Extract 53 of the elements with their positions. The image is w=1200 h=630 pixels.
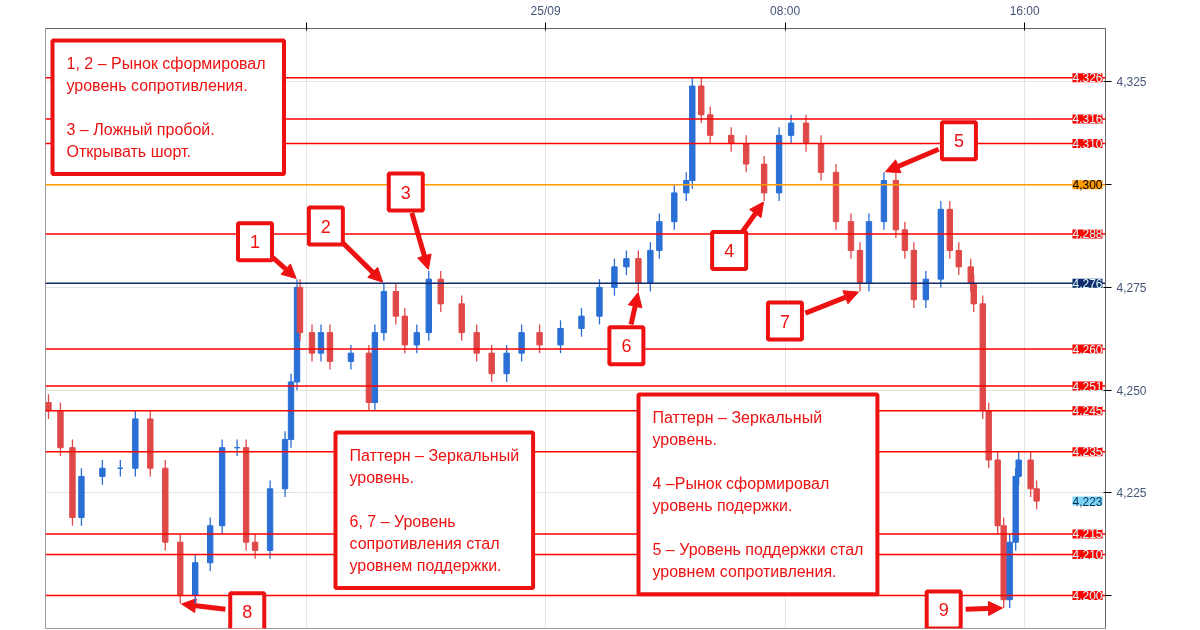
y-tick-label: 4,325 xyxy=(1116,75,1147,90)
ref-line-label: 4,316 xyxy=(1072,112,1103,127)
ref-line-label: 4,245 xyxy=(1072,404,1103,419)
ref-line-label: 4,310 xyxy=(1072,137,1103,152)
ref-line-label: 4,251 xyxy=(1072,379,1103,394)
candlestick xyxy=(557,319,564,354)
x-tick-label: 25/09 xyxy=(530,3,561,18)
ref-line-label: 4,288 xyxy=(1072,227,1103,242)
candlestick xyxy=(413,323,420,354)
ref-line-label: 4,215 xyxy=(1072,527,1103,542)
candlestick xyxy=(251,533,259,560)
candlestick xyxy=(787,114,795,145)
x-tick-label: 16:00 xyxy=(1009,3,1040,18)
y-tick-label: 4,225 xyxy=(1116,486,1147,501)
candlestick xyxy=(347,344,355,371)
ref-line-label: 4,235 xyxy=(1072,445,1103,460)
annotation: 1 xyxy=(250,232,261,253)
candlestick xyxy=(473,323,480,363)
annotation: 7 xyxy=(779,311,790,332)
candlestick xyxy=(623,249,630,276)
annotation: 9 xyxy=(938,600,949,621)
ref-line-label: 4,210 xyxy=(1072,548,1103,563)
text: 1, 2 – Рынок сформировал уровень сопротивления. 3 – Ложный пробой. Открывать шорт. xyxy=(66,54,266,160)
text: Паттерн – Зеркальный уровень. 6, 7 – Уровень сопротивления стал уровнем поддержки. xyxy=(349,446,520,574)
candlestick xyxy=(536,323,543,354)
candlestick xyxy=(488,344,495,383)
candlestick xyxy=(955,241,962,276)
y-tick-label: 4,250 xyxy=(1116,383,1147,398)
ref-line-label: 4,326 xyxy=(1072,71,1103,86)
candlestick xyxy=(99,459,106,486)
candlestick xyxy=(578,307,585,338)
candlestick xyxy=(518,323,525,363)
candlestick xyxy=(707,105,714,145)
annotation: 6 xyxy=(621,336,632,357)
annotation: 3 xyxy=(400,182,411,203)
candlestick xyxy=(922,270,930,309)
ref-line-label: 4,200 xyxy=(1072,589,1103,604)
annotation: 8 xyxy=(242,602,253,623)
candlestick xyxy=(802,114,810,153)
annotation: 4,223 xyxy=(1072,494,1103,509)
text: Паттерн – Зеркальный уровень. 4 –Рынок сформировал уровень подержки. 5 – Уровень поддержки стал уровнем сопротивления. xyxy=(652,408,864,581)
candlestick xyxy=(728,126,735,153)
candlestick xyxy=(742,134,750,173)
ref-line-label: 4,276 xyxy=(1072,276,1103,291)
candlestick xyxy=(503,344,510,383)
x-tick-label: 08:00 xyxy=(770,3,801,18)
annotation: 5 xyxy=(953,131,964,152)
annotation: 4 xyxy=(724,240,735,261)
ref-line-label: 4,300 xyxy=(1072,178,1103,193)
y-tick-label: 4,275 xyxy=(1116,280,1147,295)
candlestick xyxy=(611,257,618,297)
annotation: 2 xyxy=(320,216,331,237)
ref-line-label: 4,260 xyxy=(1072,342,1103,357)
